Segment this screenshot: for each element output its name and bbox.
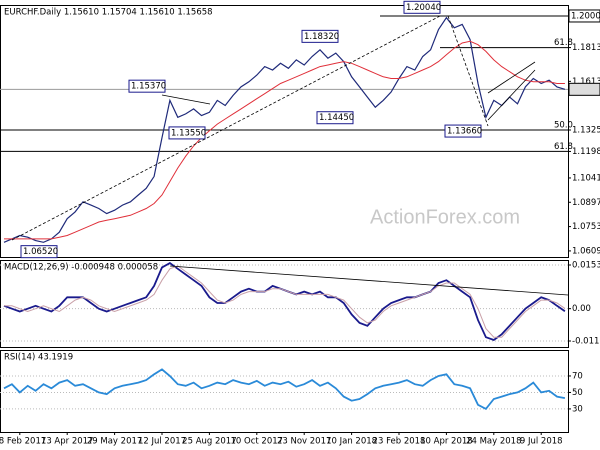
panel-frame xyxy=(0,350,569,433)
fib-label: 61.8 xyxy=(554,142,573,152)
trendline xyxy=(447,15,489,127)
x-tick-label: 13 Apr 2017 xyxy=(41,437,94,447)
annotation: 1.18320 xyxy=(304,32,339,42)
series-line xyxy=(3,16,566,243)
y-tick-label: 1.10410 xyxy=(572,173,600,183)
x-tick-label: 9 Jul 2018 xyxy=(520,437,563,447)
trendline xyxy=(487,69,536,121)
annotation-box xyxy=(128,79,166,93)
y-tick-label: 1.18130 xyxy=(572,43,600,53)
trendline xyxy=(169,265,569,296)
panel-frame xyxy=(0,260,569,348)
x-tick-label: 28 Feb 2017 xyxy=(0,437,46,447)
panel-title: RSI(14) 43.1919 xyxy=(4,353,73,363)
y-tick-label: 50 xyxy=(572,388,583,398)
x-tick-label: 23 Feb 2018 xyxy=(373,437,426,447)
price-box xyxy=(568,9,600,23)
annotation-box xyxy=(444,124,482,138)
annotation: 1.14450 xyxy=(319,113,354,123)
annotation-box xyxy=(403,0,441,14)
y-tick-label: 0.00 xyxy=(572,304,591,314)
watermark: ActionForex.com xyxy=(370,206,520,228)
annotation-box xyxy=(168,126,206,140)
annotation: 1.13550 xyxy=(171,128,206,138)
y-tick-label: 1.13250 xyxy=(572,125,600,135)
panel-title: MACD(12,26,9) -0.000948 0.000058 xyxy=(4,263,158,273)
annotation: 1.20040 xyxy=(406,3,441,13)
trendline xyxy=(487,61,536,94)
y-tick-label: 1.08970 xyxy=(572,198,600,208)
fib-label: 61.8 xyxy=(554,38,573,48)
x-tick-label: 25 Aug 2017 xyxy=(182,437,236,447)
y-tick-label: 0.015330 xyxy=(572,260,600,270)
x-tick-label: 23 Nov 2017 xyxy=(277,437,331,447)
y-tick-label: 30 xyxy=(572,404,583,414)
panel-title: EURCHF.Daily 1.15610 1.15704 1.15610 1.1… xyxy=(4,8,213,18)
fib-label: 50.0 xyxy=(554,120,573,130)
price-box xyxy=(568,82,600,96)
y-tick-label: 1.07530 xyxy=(572,222,600,232)
trendline xyxy=(161,94,211,105)
annotation: 1.13660 xyxy=(447,127,482,137)
annotation-box xyxy=(301,29,339,43)
x-tick-label: 24 May 2018 xyxy=(466,437,521,447)
y-tick-label: 1.11980 xyxy=(572,147,600,157)
y-tick-label: -0.011340 xyxy=(572,336,600,346)
series-line xyxy=(3,368,566,411)
annotation: 1.06520 xyxy=(23,247,58,257)
series-line xyxy=(4,265,566,338)
y-tick-label: 1.16130 xyxy=(572,77,600,87)
panel-frame xyxy=(0,5,569,258)
series-line xyxy=(4,40,565,240)
x-tick-label: 10 Jan 2018 xyxy=(326,437,377,447)
annotation-box xyxy=(20,245,58,259)
x-tick-label: 10 Oct 2017 xyxy=(231,437,284,447)
price-box-label: 1.20000 xyxy=(571,11,600,21)
y-tick-label: 70 xyxy=(572,371,583,381)
annotation: 1.15370 xyxy=(131,82,166,92)
x-tick-label: 29 May 2017 xyxy=(87,437,142,447)
x-tick-label: 10 Apr 2018 xyxy=(420,437,473,447)
y-tick-label: 1.06090 xyxy=(572,246,600,256)
annotation-box xyxy=(316,111,354,125)
x-tick-label: 12 Jul 2017 xyxy=(138,437,186,447)
trendline xyxy=(11,15,441,241)
